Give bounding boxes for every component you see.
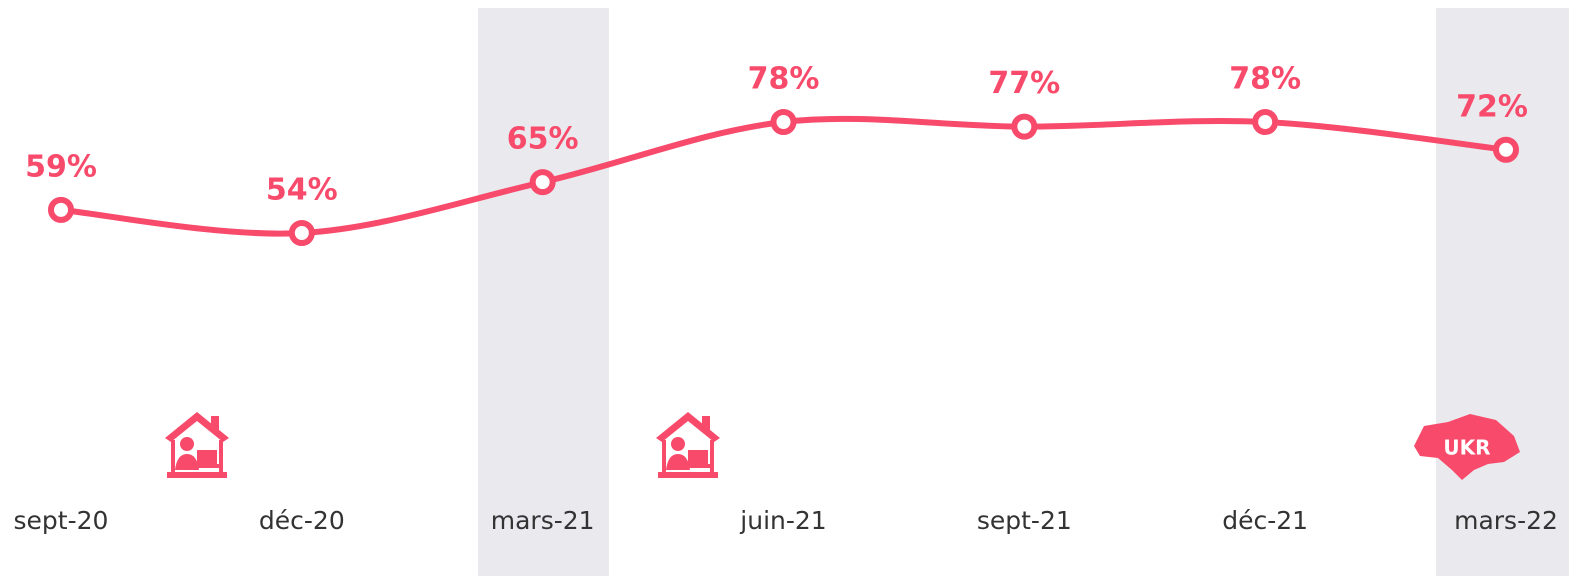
point: [1252, 109, 1279, 135]
x-tick-label: mars-21: [491, 506, 595, 535]
point: [770, 109, 797, 135]
x-tick-label: juin-21: [739, 506, 826, 535]
x-tick-label: mars-22: [1454, 506, 1558, 535]
x-tick-label: déc-20: [259, 506, 345, 535]
point: [529, 169, 556, 196]
value-label: 78%: [1229, 62, 1301, 97]
point: [1011, 113, 1038, 140]
value-label: 77%: [988, 66, 1060, 101]
value-label: 54%: [266, 173, 338, 208]
value-label: 59%: [25, 149, 97, 184]
x-tick-label: sept-20: [14, 506, 109, 535]
house-icon: [656, 412, 720, 478]
x-tick-label: déc-21: [1222, 506, 1308, 535]
annotation: UKR: [1443, 436, 1490, 460]
ukraine-map: [1414, 414, 1520, 480]
point: [288, 220, 315, 246]
house-icon: [165, 412, 229, 478]
point: [48, 196, 74, 223]
value-label: 78%: [748, 62, 820, 97]
value-label: 72%: [1456, 89, 1528, 124]
highlight-band: [478, 8, 609, 576]
highlight-band: [1436, 8, 1569, 576]
x-tick-label: sept-21: [977, 506, 1072, 535]
value-label: 65%: [507, 122, 579, 157]
point: [1493, 136, 1519, 163]
